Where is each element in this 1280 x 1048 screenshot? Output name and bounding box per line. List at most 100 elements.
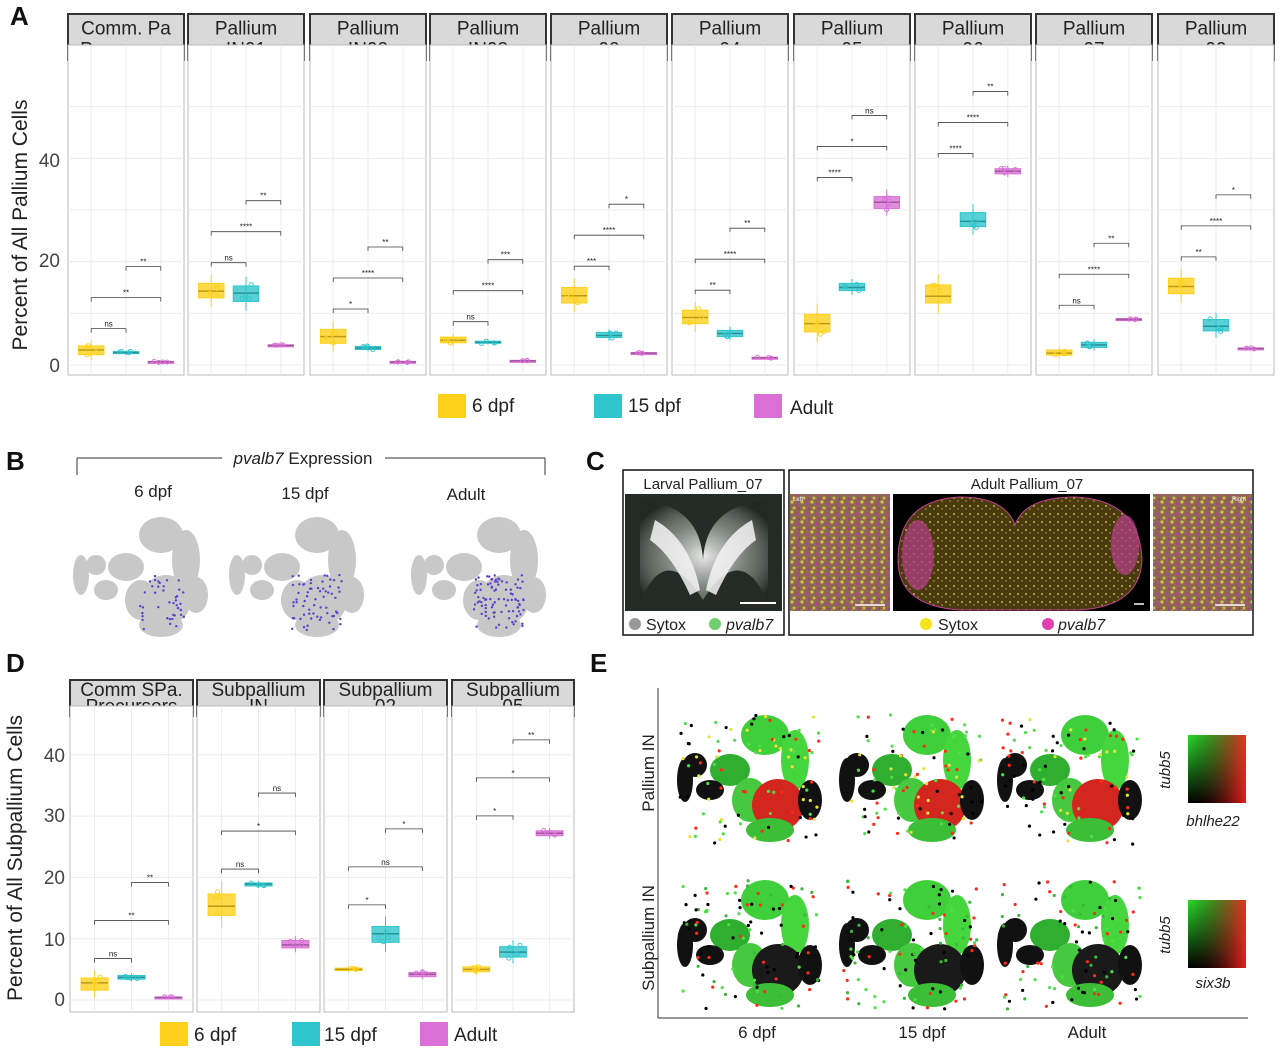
data-point xyxy=(274,342,280,348)
umap-expression-point xyxy=(157,585,160,588)
data-point xyxy=(520,358,526,364)
coexpression-cluster xyxy=(839,758,855,802)
coexpression-umap-0-1 xyxy=(839,713,984,842)
coexpression-cluster xyxy=(781,730,809,790)
coexpression-cell xyxy=(849,799,854,803)
legend-label-6dpf: 6 dpf xyxy=(472,396,515,417)
sig-bracket xyxy=(1093,242,1130,248)
coexpression-cell xyxy=(812,817,816,822)
coexpression-cell xyxy=(789,884,793,889)
coexpression-cell xyxy=(808,988,812,992)
coexpression-cell xyxy=(866,739,870,743)
coexpression-cell xyxy=(1051,830,1056,834)
data-point xyxy=(214,293,220,299)
coexpression-cell xyxy=(955,768,959,772)
sig-label: ** xyxy=(1108,234,1114,243)
coexpression-cluster xyxy=(839,923,855,967)
coexpression-cell xyxy=(786,755,791,759)
facet-a-6: Pallium05*****ns xyxy=(793,13,911,376)
umap-expression-point xyxy=(179,613,183,617)
coexpression-cell xyxy=(1006,732,1010,736)
coexpression-cell xyxy=(856,715,860,719)
coexpression-cell xyxy=(1081,990,1085,994)
coexpression-cell xyxy=(915,772,920,776)
umap-expression-point xyxy=(484,606,488,610)
coexpression-cell xyxy=(1060,975,1065,979)
data-point xyxy=(364,343,370,349)
umap-expression-point xyxy=(302,625,306,629)
panel-b-umaps: pvalb7 Expression 6 dpf 15 dpf Adult xyxy=(73,449,546,637)
coexpression-cluster xyxy=(1030,754,1070,786)
sig-label: **** xyxy=(603,226,615,235)
facet-label-line-1: Pallium xyxy=(337,19,399,40)
coexpression-cell xyxy=(1012,774,1016,778)
panel-letter-c: C xyxy=(586,446,605,476)
coexpression-cell xyxy=(1009,749,1013,753)
coexpression-cell xyxy=(1114,734,1119,738)
umap-expression-point xyxy=(143,591,147,594)
data-point xyxy=(217,894,223,900)
sig-bracket xyxy=(1058,273,1130,279)
coexpression-cell xyxy=(1125,787,1129,791)
coexpression-cell xyxy=(757,744,762,748)
panel-c-adult-legend-2: pvalb7 xyxy=(1057,617,1106,634)
facet-a-2: PalliumIN02******* xyxy=(309,13,427,376)
coexpression-cell xyxy=(873,995,877,999)
coexpression-cell xyxy=(1002,995,1007,999)
coexpression-cell xyxy=(1063,922,1067,926)
coexpression-cell xyxy=(741,936,745,940)
coexpression-cell xyxy=(1096,992,1101,997)
coexpression-cell xyxy=(699,951,703,955)
sig-bracket xyxy=(332,308,369,313)
coexpression-cell xyxy=(806,971,810,975)
sig-bracket xyxy=(972,91,1009,96)
coexpression-cell xyxy=(872,778,877,782)
box-6dpf xyxy=(207,893,236,916)
coexpression-cell xyxy=(963,918,967,923)
sig-bracket xyxy=(937,153,974,158)
coexpression-cell xyxy=(1073,923,1077,927)
umap-expression-point xyxy=(334,596,337,599)
coexpression-cell xyxy=(925,1006,930,1010)
umap-expression-point xyxy=(175,604,178,607)
coexpression-cell xyxy=(684,903,688,907)
coexpression-cell xyxy=(852,953,856,957)
umap-expression-point xyxy=(475,589,478,592)
coexpression-cluster xyxy=(752,944,804,996)
coexpression-cell xyxy=(851,916,855,920)
coexpression-cell xyxy=(931,884,936,889)
coexpression-cluster xyxy=(903,715,951,755)
coexpression-cell xyxy=(1052,893,1056,898)
coexpression-cell xyxy=(786,838,790,843)
coexpression-cluster xyxy=(1030,919,1070,951)
umap-expression-point xyxy=(476,584,479,587)
coexpression-cell xyxy=(686,794,690,799)
data-point xyxy=(541,827,547,833)
umap-expression-point xyxy=(158,581,161,585)
umap-expression-point xyxy=(493,574,496,577)
coexpression-cell xyxy=(1124,918,1129,922)
sig-label: ** xyxy=(709,281,715,290)
umap-expression-point xyxy=(175,624,178,628)
coexpression-cell xyxy=(1033,978,1037,982)
coexpression-cell xyxy=(1050,749,1055,753)
panel-d-ytick-10: 10 xyxy=(44,930,65,951)
umap-expression-point xyxy=(332,578,336,582)
umap-cluster xyxy=(424,555,444,575)
coexpression-cell xyxy=(801,798,805,802)
umap-expression-point xyxy=(497,583,500,586)
sig-bracket xyxy=(608,203,645,209)
coexpression-cell xyxy=(942,950,946,954)
coexpression-cell xyxy=(867,830,871,834)
coexpression-cell xyxy=(1092,974,1097,978)
umap-expression-point xyxy=(507,617,511,620)
coexpression-cell xyxy=(913,997,917,1002)
coexpression-cell xyxy=(1051,1000,1055,1005)
coexpression-cluster xyxy=(1016,945,1044,965)
coexpression-cell xyxy=(734,884,738,888)
coexpression-cell xyxy=(1094,926,1098,930)
facet-label-line-1: Pallium xyxy=(699,19,761,40)
coexpression-cluster xyxy=(914,944,966,996)
coexpression-cell xyxy=(904,773,908,777)
coexpression-cluster xyxy=(1101,730,1129,790)
